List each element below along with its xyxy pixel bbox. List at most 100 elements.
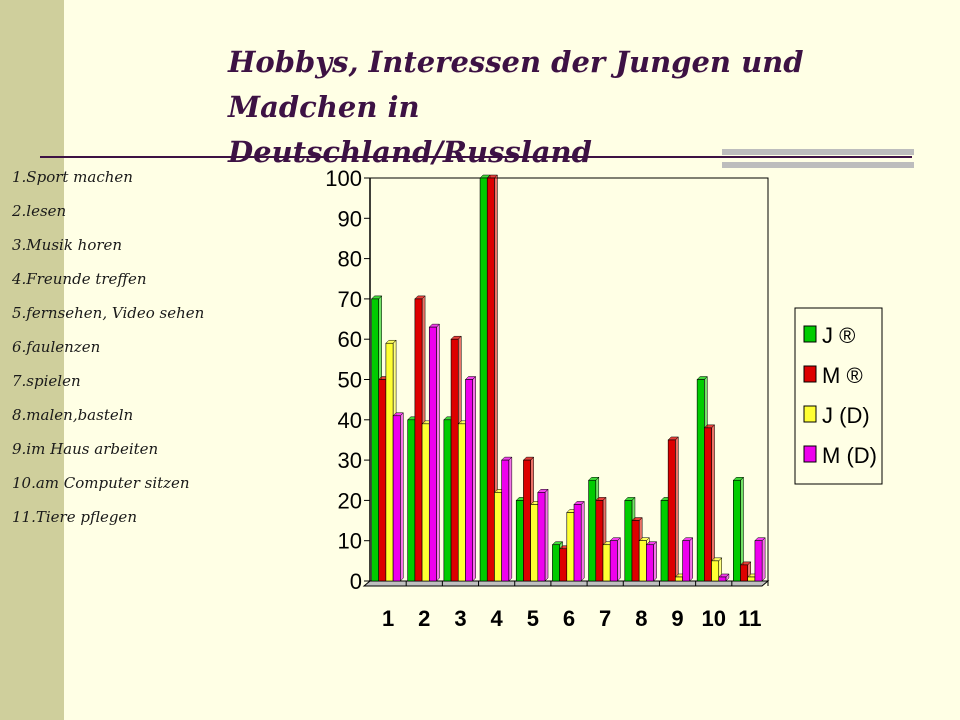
hobby-item: 3.Musik horen xyxy=(12,236,123,254)
slide-title: Hobbys, Interessen der Jungen und Madche… xyxy=(228,40,948,175)
bar xyxy=(392,415,401,582)
x-tick-label: 11 xyxy=(738,606,761,631)
bar-side xyxy=(400,412,404,582)
bar xyxy=(479,177,488,582)
y-tick-label: 50 xyxy=(338,368,362,393)
y-tick-label: 60 xyxy=(338,327,362,352)
hobby-item: 7.spielen xyxy=(12,372,81,390)
bar-side xyxy=(653,541,657,582)
bar xyxy=(457,423,466,582)
x-tick-label: 4 xyxy=(491,606,504,631)
bar xyxy=(537,492,546,582)
y-tick-label: 90 xyxy=(338,206,362,231)
hobby-item: 6.faulenzen xyxy=(12,338,101,356)
bar xyxy=(494,492,502,582)
x-tick-label: 8 xyxy=(635,606,647,631)
bar xyxy=(450,338,459,582)
x-tick-label: 7 xyxy=(599,606,611,631)
bar xyxy=(523,459,531,582)
y-tick-label: 100 xyxy=(325,166,362,191)
legend-label: M ® xyxy=(822,363,863,388)
bar-side xyxy=(544,488,549,582)
bar xyxy=(609,540,618,582)
legend-swatch xyxy=(803,405,817,423)
bar xyxy=(515,500,524,582)
bar xyxy=(566,512,575,582)
legend-swatch xyxy=(803,445,817,463)
bar xyxy=(754,540,763,582)
title-line-1: Hobbys, Interessen der Jungen und Madche… xyxy=(228,45,804,124)
bar-side xyxy=(436,323,440,582)
legend-label: J ® xyxy=(822,323,855,348)
title-line-2: Deutschland/Russland xyxy=(228,135,592,169)
bar xyxy=(552,544,560,582)
bar xyxy=(602,544,611,582)
bar xyxy=(696,379,705,582)
hobby-item: 1.Sport machen xyxy=(12,168,133,186)
legend-swatch xyxy=(803,365,817,383)
bar-side xyxy=(761,537,766,582)
bar xyxy=(378,379,387,582)
bar xyxy=(443,419,452,582)
bar-side xyxy=(580,500,585,582)
bar-side xyxy=(617,537,621,582)
bar xyxy=(631,520,640,582)
bar xyxy=(638,540,647,582)
bar xyxy=(407,419,416,582)
chart-floor xyxy=(362,580,770,587)
x-tick-label: 2 xyxy=(418,606,430,631)
bar xyxy=(465,379,473,582)
bar xyxy=(718,576,727,582)
bar-chart: 0 10 20 30 40 50 60 70 80 90 100 1 2 3 4 5 6 7 8 9 10 11 J ® M … xyxy=(320,160,920,640)
hobby-item: 5.fernsehen, Video sehen xyxy=(12,304,205,322)
bar xyxy=(530,504,539,582)
y-tick-label: 30 xyxy=(338,448,362,473)
bar xyxy=(740,564,749,582)
bar xyxy=(385,342,394,582)
title-rule-accent xyxy=(722,149,914,155)
hobby-item: 8.malen,basteln xyxy=(12,406,134,424)
x-tick-label: 1 xyxy=(382,606,394,631)
bar xyxy=(711,560,720,582)
bar-side xyxy=(689,537,694,582)
legend-swatch xyxy=(803,325,817,343)
bar xyxy=(588,479,597,582)
bar-side xyxy=(711,424,715,582)
bar xyxy=(733,479,741,582)
bar xyxy=(747,576,756,582)
bar xyxy=(675,576,683,582)
y-tick-label: 10 xyxy=(338,529,362,554)
title-rule-accent-lower xyxy=(722,162,914,168)
x-tick-label: 9 xyxy=(671,606,683,631)
legend-label: M (D) xyxy=(822,443,877,468)
hobby-item: 10.am Computer sitzen xyxy=(12,474,190,492)
bar-side xyxy=(472,375,476,582)
hobby-item: 9.im Haus arbeiten xyxy=(12,440,159,458)
x-tick-label: 5 xyxy=(527,606,539,631)
bar-chart-svg: 0 10 20 30 40 50 60 70 80 90 100 1 2 3 4 5 6 7 8 9 10 11 J ® M … xyxy=(325,166,883,631)
bar xyxy=(682,540,691,582)
bar xyxy=(573,504,582,582)
legend-label: J (D) xyxy=(822,403,870,428)
y-tick-label: 80 xyxy=(338,247,362,272)
bar xyxy=(371,298,379,582)
bar-side xyxy=(508,456,513,582)
bar xyxy=(667,439,676,582)
bar xyxy=(646,544,654,582)
bar xyxy=(624,500,633,582)
x-tick-label: 6 xyxy=(563,606,575,631)
bar xyxy=(595,500,604,582)
bar xyxy=(501,459,510,582)
hobby-item: 2.lesen xyxy=(12,202,67,220)
bar-side xyxy=(675,436,679,582)
hobby-item: 11.Tiere pflegen xyxy=(12,508,137,526)
title-rule xyxy=(40,156,912,158)
bar xyxy=(704,427,712,582)
hobby-list: 1.Sport machen 2.lesen 3.Musik horen 4.F… xyxy=(12,166,204,540)
x-tick-label: 10 xyxy=(701,606,725,631)
bar xyxy=(660,500,669,582)
bar xyxy=(559,548,568,582)
bar xyxy=(428,326,437,582)
bar xyxy=(414,298,423,582)
bar xyxy=(486,177,495,582)
